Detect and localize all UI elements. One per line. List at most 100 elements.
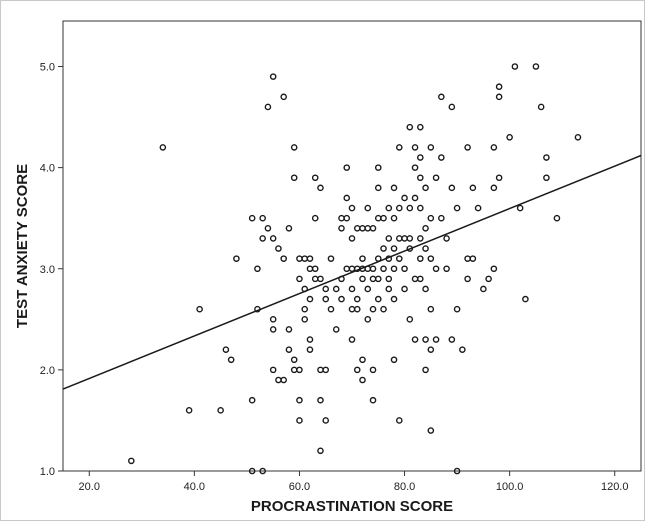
data-point (417, 235, 424, 242)
data-point (364, 316, 372, 323)
data-point (322, 417, 330, 424)
data-point (495, 174, 503, 182)
data-point (301, 305, 309, 313)
data-point (490, 265, 498, 273)
data-point (432, 265, 440, 273)
data-point (359, 376, 366, 384)
data-point (395, 417, 403, 424)
data-point (254, 265, 261, 273)
data-point (422, 336, 429, 343)
data-point (222, 346, 230, 353)
data-point (395, 144, 403, 151)
data-point (406, 235, 414, 242)
data-point (275, 245, 282, 252)
y-axis-ticks: 1.0 2.0 3.0 4.0 5.0 (40, 62, 63, 478)
data-point (332, 285, 340, 293)
data-point (296, 366, 303, 374)
data-point (401, 285, 408, 293)
data-point (464, 144, 471, 151)
data-point (285, 326, 293, 333)
data-point (128, 457, 135, 465)
y-tick-label: 4.0 (40, 163, 55, 175)
data-point (543, 154, 550, 161)
data-point (511, 63, 519, 70)
data-point (343, 214, 351, 222)
data-point (380, 305, 387, 313)
data-point (459, 346, 466, 353)
data-point (269, 316, 277, 323)
data-point (453, 467, 461, 475)
data-point (438, 214, 445, 222)
y-tick-label: 1.0 (40, 466, 55, 478)
data-point (427, 305, 435, 313)
data-point (417, 154, 424, 161)
data-point (322, 366, 330, 374)
data-point (374, 164, 382, 171)
data-point (348, 204, 356, 212)
data-point (522, 295, 529, 303)
data-point (322, 285, 330, 293)
data-point (248, 467, 256, 475)
data-point (306, 295, 314, 303)
data-point (369, 366, 377, 374)
data-point (495, 83, 503, 91)
data-point (401, 265, 408, 273)
data-point (390, 214, 398, 222)
data-point (259, 235, 266, 242)
data-point (332, 326, 340, 333)
data-point (427, 255, 435, 262)
data-point (506, 133, 513, 141)
data-point (490, 184, 498, 192)
data-point (374, 295, 382, 303)
data-point (269, 326, 277, 333)
data-point (353, 305, 361, 313)
data-point (327, 305, 335, 313)
data-point (159, 144, 167, 151)
data-point (348, 235, 356, 242)
data-points (128, 63, 582, 475)
data-point (385, 275, 393, 283)
data-point (343, 164, 351, 171)
regression-line (62, 154, 642, 390)
data-point (417, 123, 424, 131)
data-point (338, 295, 345, 303)
data-point (395, 204, 403, 212)
data-point (285, 346, 293, 353)
data-point (432, 174, 440, 182)
data-point (280, 93, 287, 101)
data-point (338, 225, 345, 232)
data-point (448, 336, 456, 343)
data-point (374, 255, 382, 262)
data-point (264, 103, 272, 111)
data-point (317, 184, 324, 192)
data-point (217, 407, 224, 414)
data-point (259, 467, 266, 475)
x-tick-label: 60.0 (289, 481, 310, 493)
data-point (417, 255, 424, 262)
y-tick-label: 2.0 (40, 365, 55, 377)
data-point (411, 144, 419, 151)
data-point (301, 316, 309, 323)
data-point (380, 265, 387, 273)
data-point (380, 245, 387, 252)
data-point (364, 204, 372, 212)
data-point (264, 225, 272, 232)
data-point (490, 144, 498, 151)
data-point (322, 295, 330, 303)
data-point (280, 255, 287, 262)
data-point (317, 447, 324, 455)
data-point (390, 265, 398, 273)
data-point (401, 194, 408, 202)
x-tick-label: 20.0 (79, 481, 100, 493)
data-point (474, 204, 482, 212)
x-tick-label: 40.0 (184, 481, 205, 493)
data-point (348, 336, 356, 343)
data-point (296, 275, 303, 283)
x-axis-title: PROCRASTINATION SCORE (251, 498, 453, 515)
data-point (317, 275, 324, 283)
data-point (390, 356, 398, 364)
data-point (422, 184, 429, 192)
x-tick-label: 120.0 (601, 481, 629, 493)
